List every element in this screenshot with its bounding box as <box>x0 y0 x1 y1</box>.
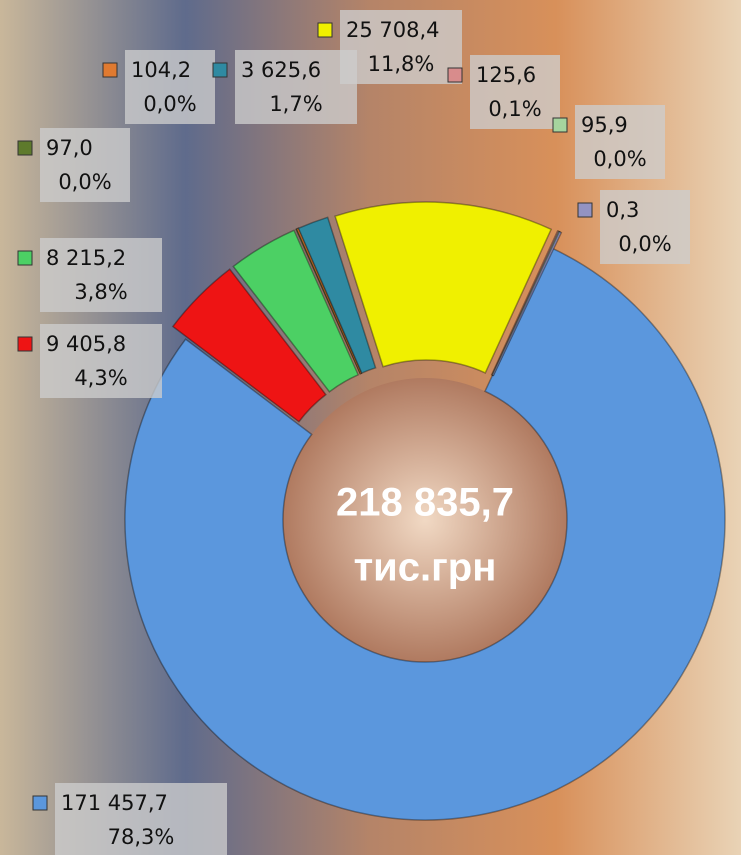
percent-label: 0,0% <box>618 232 671 256</box>
legend-marker <box>102 62 118 78</box>
donut-slice <box>491 230 563 377</box>
total-label: 218 835,7 <box>336 481 514 525</box>
legend-marker <box>17 250 33 266</box>
label-box <box>600 190 690 264</box>
legend-marker <box>32 795 48 811</box>
label-box <box>40 238 162 312</box>
value-label: 3 625,6 <box>241 58 321 82</box>
percent-label: 0,0% <box>143 92 196 116</box>
value-label: 95,9 <box>581 113 628 137</box>
donut-hole <box>283 378 567 662</box>
label-box <box>340 10 462 84</box>
label-box <box>470 55 560 129</box>
percent-label: 78,3% <box>108 825 175 849</box>
value-label: 9 405,8 <box>46 332 126 356</box>
percent-label: 0,0% <box>593 147 646 171</box>
donut-slice <box>334 201 553 374</box>
value-label: 97,0 <box>46 136 93 160</box>
legend-marker <box>17 336 33 352</box>
legend-marker <box>317 22 333 38</box>
value-label: 25 708,4 <box>346 18 440 42</box>
legend-marker <box>552 117 568 133</box>
label-box <box>40 128 130 202</box>
donut-slice <box>297 216 377 375</box>
donut-slice <box>124 247 726 821</box>
legend-marker <box>577 202 593 218</box>
value-label: 171 457,7 <box>61 791 168 815</box>
value-label: 125,6 <box>476 63 536 87</box>
value-label: 8 215,2 <box>46 246 126 270</box>
legend-marker <box>17 140 33 156</box>
value-label: 104,2 <box>131 58 191 82</box>
unit-label: тис.грн <box>354 546 497 590</box>
label-box <box>125 50 215 124</box>
legend-marker <box>447 67 463 83</box>
percent-label: 3,8% <box>74 280 127 304</box>
label-box <box>235 50 357 124</box>
donut-slice <box>171 268 327 423</box>
label-box <box>55 783 227 855</box>
percent-label: 4,3% <box>74 366 127 390</box>
percent-label: 11,8% <box>368 52 435 76</box>
value-label: 0,3 <box>606 198 639 222</box>
label-box <box>575 105 665 179</box>
percent-label: 0,1% <box>488 97 541 121</box>
donut-slice <box>232 229 360 393</box>
label-box <box>40 324 162 398</box>
donut-slice <box>295 227 363 375</box>
percent-label: 1,7% <box>269 92 322 116</box>
legend-marker <box>212 62 228 78</box>
percent-label: 0,0% <box>58 170 111 194</box>
